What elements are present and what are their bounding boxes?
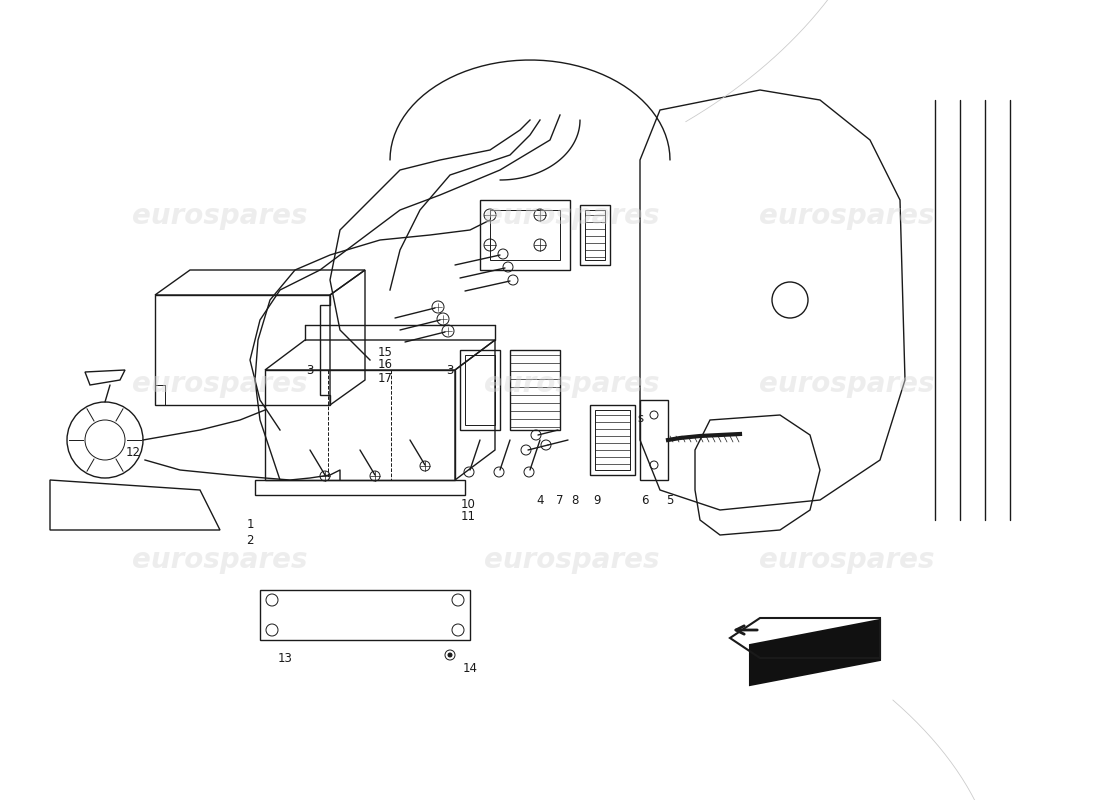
Text: eurospares: eurospares: [484, 202, 660, 230]
Bar: [480, 200, 570, 270]
Circle shape: [448, 653, 452, 657]
Text: 16: 16: [377, 358, 393, 371]
Text: 3: 3: [306, 363, 313, 377]
Text: 2: 2: [246, 534, 254, 546]
Text: 8: 8: [571, 494, 579, 506]
Bar: [510, 350, 560, 430]
Bar: [460, 350, 500, 430]
Bar: [595, 410, 630, 470]
Bar: [640, 400, 668, 480]
Polygon shape: [750, 620, 880, 685]
Bar: [465, 355, 495, 425]
Text: 9: 9: [593, 494, 601, 506]
Text: 11: 11: [461, 510, 475, 523]
Text: 17: 17: [377, 371, 393, 385]
Text: 4: 4: [537, 494, 543, 506]
Text: eurospares: eurospares: [132, 202, 308, 230]
Text: eurospares: eurospares: [759, 546, 935, 574]
Bar: [265, 370, 455, 480]
Text: 15: 15: [377, 346, 393, 358]
Text: 14: 14: [462, 662, 477, 674]
Bar: [590, 405, 635, 475]
Text: 13: 13: [277, 651, 293, 665]
Bar: [585, 210, 605, 260]
Text: 5: 5: [667, 494, 673, 506]
Text: eurospares: eurospares: [132, 546, 308, 574]
Text: 10: 10: [461, 498, 475, 511]
Text: 7: 7: [557, 494, 563, 506]
Text: eurospares: eurospares: [484, 546, 660, 574]
Bar: [260, 590, 470, 640]
Text: eurospares: eurospares: [759, 370, 935, 398]
Text: eurospares: eurospares: [132, 370, 308, 398]
Text: eurospares: eurospares: [484, 370, 660, 398]
Text: 1: 1: [246, 518, 254, 531]
Bar: [580, 205, 611, 265]
Text: s: s: [637, 411, 644, 425]
Text: 3: 3: [447, 363, 453, 377]
Text: 12: 12: [125, 446, 141, 458]
Text: 6: 6: [641, 494, 649, 506]
Bar: [490, 210, 560, 260]
Text: eurospares: eurospares: [759, 202, 935, 230]
